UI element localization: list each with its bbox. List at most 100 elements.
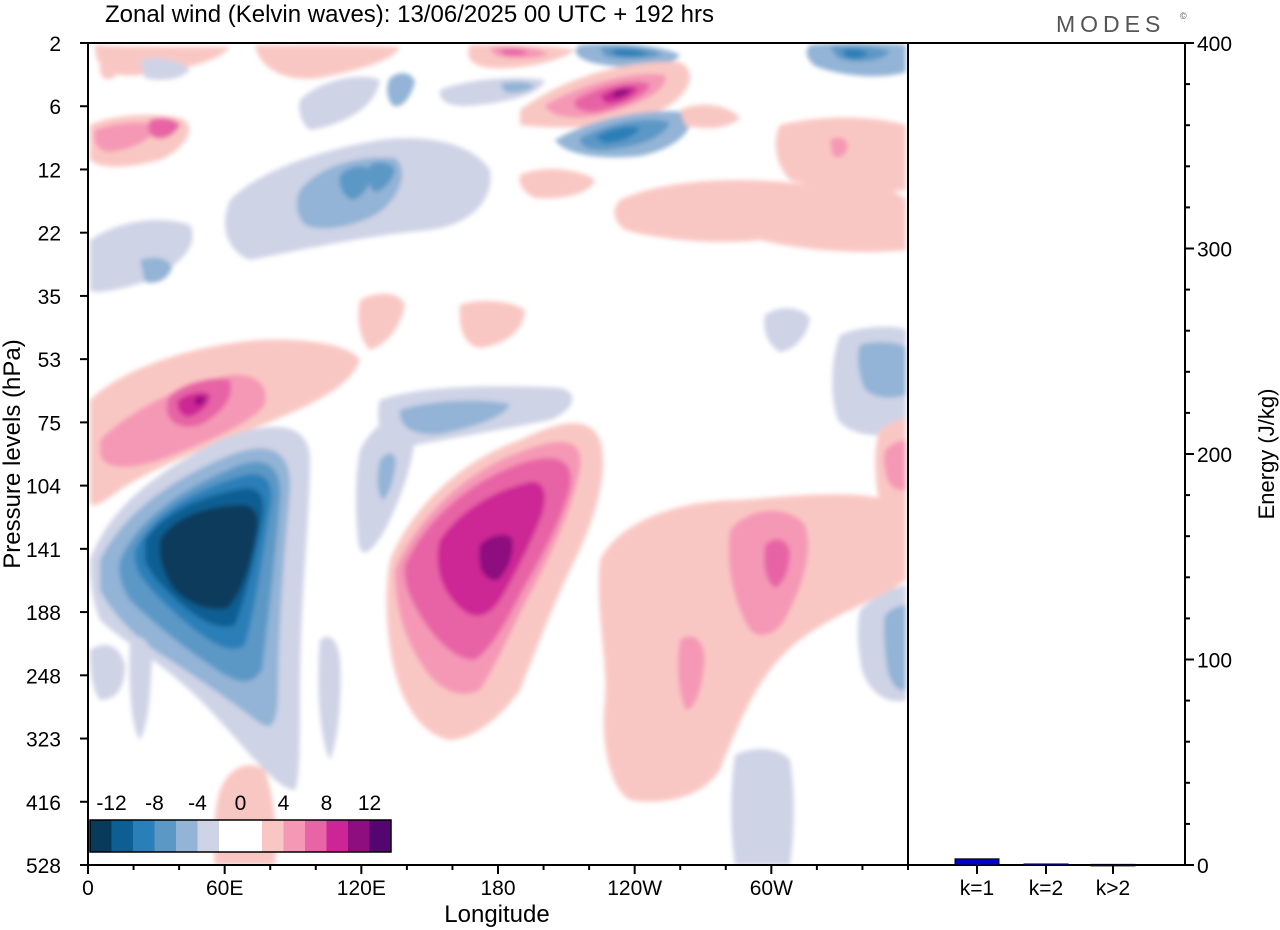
energy-category-label: k>2: [1096, 877, 1130, 900]
contour-region: [678, 636, 705, 710]
energy-bar: [954, 858, 1000, 866]
energy-tick-label: 0: [1197, 855, 1209, 878]
contour-region: [459, 300, 525, 348]
y-tick-label: 22: [38, 223, 61, 246]
contour-region: [500, 49, 528, 56]
colorbar-swatch: [348, 820, 370, 852]
colorbar-swatch: [133, 820, 155, 852]
contour-region: [90, 645, 125, 700]
colorbar-swatch: [219, 820, 241, 852]
brand-mark: ©: [1180, 11, 1192, 21]
contour-region: [612, 88, 630, 98]
contour-region: [358, 293, 405, 350]
colorbar-swatch: [326, 820, 348, 852]
contour-region: [140, 58, 190, 80]
y-tick-label: 12: [38, 159, 61, 182]
y-tick-label: 528: [26, 855, 61, 878]
y-tick-label: 416: [26, 792, 61, 815]
colorbar-swatch: [197, 820, 219, 852]
x-tick-label: 60E: [206, 877, 243, 900]
y-tick-label: 104: [26, 476, 61, 499]
contour-region: [399, 400, 510, 435]
y-tick-label: 35: [38, 286, 61, 309]
energy-tick-label: 400: [1197, 33, 1232, 56]
colorbar-label: 8: [321, 792, 333, 815]
contour-region: [598, 494, 906, 802]
y-tick-label: 75: [38, 412, 61, 435]
contour-region: [830, 137, 848, 158]
contour-region: [387, 73, 415, 107]
chart-title: Zonal wind (Kelvin waves): 13/06/2025 00…: [105, 1, 714, 28]
heatmap-area: [88, 43, 908, 865]
contour-region: [883, 440, 906, 491]
colorbar-swatch: [154, 820, 176, 852]
y-tick-label: 6: [49, 96, 61, 119]
y-tick-label: 2: [49, 33, 61, 56]
contour-region: [129, 636, 152, 740]
contour-region: [614, 180, 906, 252]
energy-category-label: k=1: [960, 877, 994, 900]
contour-region: [159, 505, 258, 610]
energy-category-label: k=2: [1029, 877, 1063, 900]
x-tick-label: 120E: [337, 877, 386, 900]
energy-bars: k=1 k=2 k>2: [954, 858, 1136, 900]
contour-region: [195, 396, 205, 405]
colorbar-label: -12: [96, 792, 126, 815]
heatmap-contours: [90, 43, 906, 865]
y-tick-label: 53: [38, 349, 61, 372]
contour-region: [318, 636, 341, 760]
energy-axis: 0 100 200 300 400: [1185, 33, 1232, 878]
colorbar-label: -8: [145, 792, 164, 815]
colorbar-swatch: [283, 820, 305, 852]
contour-region: [764, 539, 790, 588]
contour-region: [500, 81, 535, 93]
contour-region: [680, 104, 740, 129]
contour-region: [368, 162, 395, 192]
contour-region: [255, 45, 400, 79]
contour-region: [883, 605, 906, 691]
contour-region: [731, 748, 794, 865]
contour-region: [595, 126, 640, 143]
contour-region: [479, 534, 513, 581]
energy-axis-label: Energy (J/kg): [1254, 389, 1279, 520]
contour-region: [148, 117, 180, 139]
y-tick-label: 248: [26, 665, 61, 688]
pressure-axis: 2 6 12 22 35 53 75 104 141 188 248 323 416 528: [26, 33, 88, 878]
colorbar-swatch: [240, 820, 262, 852]
colorbar-swatch: [176, 820, 198, 852]
x-tick-label: 60W: [750, 877, 793, 900]
x-tick-label: 120W: [607, 877, 662, 900]
colorbar-swatch: [369, 820, 391, 852]
colorbar-swatch: [90, 820, 112, 852]
contour-region: [519, 168, 595, 199]
colorbar-label: -4: [188, 792, 207, 815]
contour-region: [612, 49, 648, 57]
contour-region: [94, 122, 160, 152]
contour-region: [764, 308, 810, 352]
contour-region: [100, 64, 117, 80]
contour-region: [857, 342, 906, 398]
colorbar: [89, 819, 392, 853]
colorbar-labels: -12 -8 -4 0 4 8 12: [96, 792, 381, 815]
colorbar-label: 12: [358, 792, 381, 815]
x-axis-label: Longitude: [444, 901, 549, 928]
x-tick-label: 0: [82, 877, 94, 900]
energy-tick-label: 200: [1197, 444, 1232, 467]
energy-tick-label: 100: [1197, 650, 1232, 673]
colorbar-swatch: [111, 820, 133, 852]
colorbar-frame: [89, 819, 392, 853]
contour-region: [140, 257, 172, 283]
contour-region: [299, 76, 380, 130]
energy-tick-label: 300: [1197, 239, 1232, 262]
y-axis-label: Pressure levels (hPa): [0, 339, 26, 568]
colorbar-swatch: [305, 820, 327, 852]
contour-region: [339, 166, 372, 200]
contour-region: [90, 220, 193, 292]
longitude-axis: 0 60E 120E 180 120W 60W: [82, 865, 909, 900]
colorbar-swatch: [262, 820, 284, 852]
brand-logo: MODES: [1056, 11, 1165, 37]
contour-region: [377, 453, 396, 500]
contour-region: [842, 49, 868, 59]
y-tick-label: 141: [26, 539, 61, 562]
